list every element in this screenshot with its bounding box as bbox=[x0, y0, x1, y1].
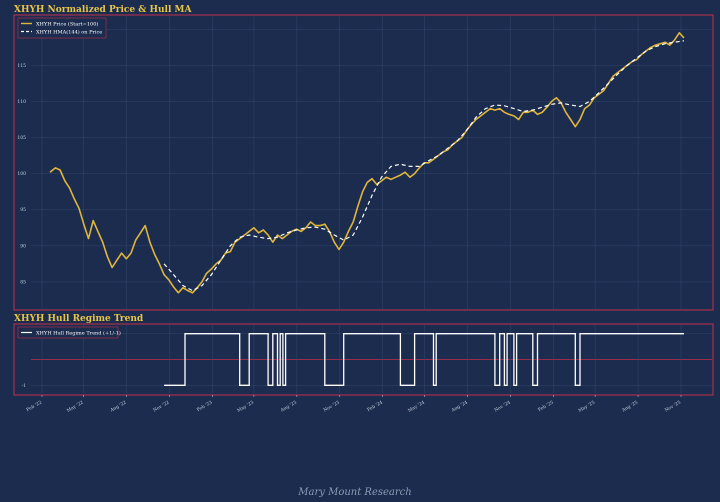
x-tick-label: Nov '23 bbox=[323, 399, 341, 413]
x-tick-label: May '25 bbox=[577, 399, 596, 413]
price-y-tick-label: 100 bbox=[17, 171, 26, 177]
x-tick-label: Feb '24 bbox=[366, 399, 384, 413]
x-tick-label: Feb '25 bbox=[537, 399, 555, 413]
x-tick-label: Aug '23 bbox=[279, 399, 298, 413]
legend-entry-price: XHYH Price (Start=100) bbox=[36, 21, 98, 28]
price-y-tick-label: 105 bbox=[17, 135, 26, 141]
price-y-tick-label: 110 bbox=[17, 99, 26, 105]
x-tick-label: May '22 bbox=[66, 399, 85, 413]
legend-entry-hma: XHYH HMA(144) on Price bbox=[36, 29, 102, 36]
price-y-tick-label: 85 bbox=[20, 279, 26, 285]
price-series-line bbox=[49, 31, 685, 294]
x-tick-label: Aug '22 bbox=[109, 399, 128, 413]
x-tick-label: Aug '25 bbox=[620, 399, 639, 413]
regime-series-line bbox=[164, 333, 684, 386]
price-y-tick-label: 115 bbox=[17, 63, 26, 69]
regime-chart-title: XHYH Hull Regime Trend bbox=[14, 314, 144, 324]
x-tick-label: Nov '25 bbox=[664, 399, 682, 413]
x-tick-label: Feb '22 bbox=[25, 399, 43, 413]
regime-y-tick-label: -1 bbox=[22, 383, 27, 389]
legend-entry-regime: XHYH Hull Regime Trend (+1/-1) bbox=[36, 330, 121, 337]
footer-credit: Mary Mount Research bbox=[297, 487, 411, 498]
price-y-tick-label: 90 bbox=[20, 243, 26, 249]
price-chart-title: XHYH Normalized Price & Hull MA bbox=[14, 5, 192, 15]
x-tick-label: Nov '22 bbox=[152, 399, 170, 413]
x-tick-label: Nov '24 bbox=[493, 399, 511, 413]
x-tick-label: Aug '24 bbox=[450, 399, 469, 413]
hma-series-line bbox=[163, 40, 685, 292]
regime-legend: XHYH Hull Regime Trend (+1/-1) bbox=[17, 326, 121, 339]
x-tick-label: May '24 bbox=[407, 399, 426, 413]
x-tick-label: May '23 bbox=[236, 399, 255, 413]
price-panel bbox=[13, 14, 714, 311]
x-tick-label: Feb '23 bbox=[196, 399, 214, 413]
price-legend: XHYH Price (Start=100) XHYH HMA(144) on … bbox=[17, 17, 107, 39]
regime-panel bbox=[13, 323, 714, 396]
price-y-tick-label: 95 bbox=[20, 207, 26, 213]
